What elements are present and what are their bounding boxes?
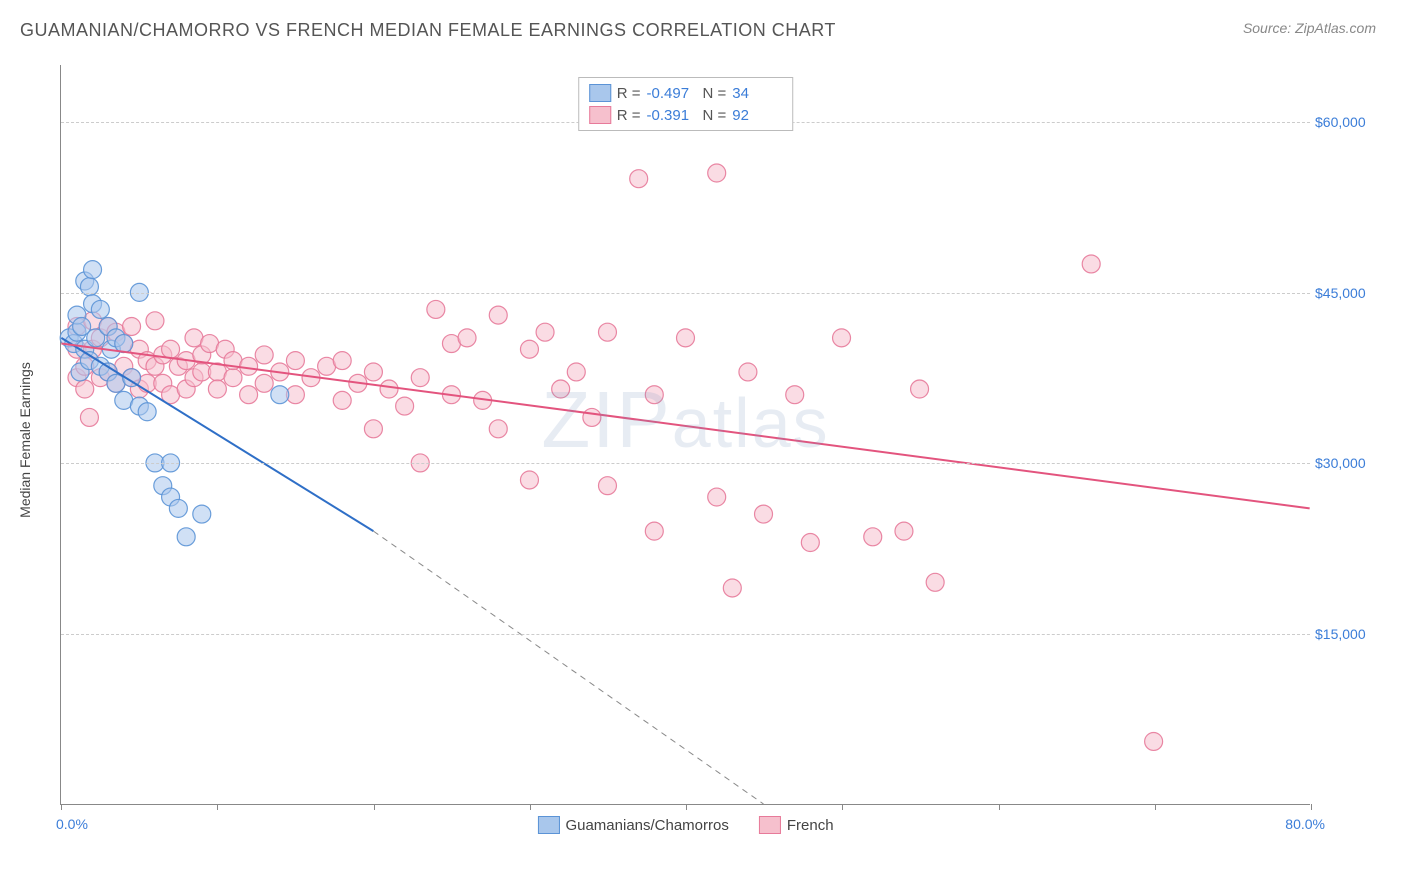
y-axis-label: Median Female Earnings [17, 362, 33, 518]
plot-area: R = -0.497 N = 34 R = -0.391 N = 92 ZIPa… [60, 65, 1310, 805]
stat-n-series2: 92 [732, 107, 782, 124]
stats-row-series2: R = -0.391 N = 92 [589, 104, 783, 126]
swatch-series1 [589, 84, 611, 102]
legend-item-series1: Guamanians/Chamorros [537, 816, 728, 834]
swatch-series1 [537, 816, 559, 834]
swatch-series2 [589, 106, 611, 124]
chart-container: Median Female Earnings R = -0.497 N = 34… [20, 55, 1380, 825]
stats-row-series1: R = -0.497 N = 34 [589, 82, 783, 104]
legend-label-series2: French [787, 817, 834, 834]
stats-legend-box: R = -0.497 N = 34 R = -0.391 N = 92 [578, 77, 794, 131]
legend-item-series2: French [759, 816, 834, 834]
stat-r-series2: -0.391 [647, 107, 697, 124]
stat-label-r: R = [617, 85, 641, 102]
stat-n-series1: 34 [732, 85, 782, 102]
y-tick-label: $15,000 [1315, 626, 1380, 642]
stat-r-series1: -0.497 [647, 85, 697, 102]
swatch-series2 [759, 816, 781, 834]
stat-label-r: R = [617, 107, 641, 124]
x-max-label: 80.0% [1285, 816, 1325, 832]
source-label: Source: ZipAtlas.com [1243, 20, 1376, 36]
y-tick-label: $30,000 [1315, 455, 1380, 471]
x-min-label: 0.0% [56, 816, 88, 832]
legend-label-series1: Guamanians/Chamorros [565, 817, 728, 834]
y-tick-label: $45,000 [1315, 285, 1380, 301]
stat-label-n: N = [703, 107, 727, 124]
stat-label-n: N = [703, 85, 727, 102]
legend-bottom: Guamanians/Chamorros French [537, 816, 833, 834]
scatter-svg [61, 65, 1310, 804]
y-tick-label: $60,000 [1315, 114, 1380, 130]
chart-title: GUAMANIAN/CHAMORRO VS FRENCH MEDIAN FEMA… [20, 20, 836, 41]
